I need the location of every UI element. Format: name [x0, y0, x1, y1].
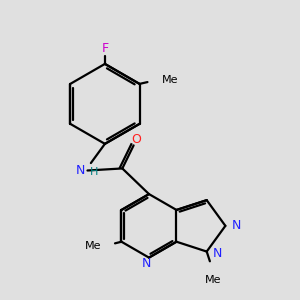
Text: Me: Me	[85, 241, 101, 251]
Text: N: N	[76, 164, 86, 177]
Text: F: F	[101, 42, 109, 55]
Text: Me: Me	[162, 75, 178, 85]
Text: N: N	[232, 219, 241, 232]
Text: O: O	[131, 133, 141, 146]
Text: H: H	[90, 167, 98, 176]
Text: N: N	[213, 247, 222, 260]
Text: N: N	[142, 257, 152, 270]
Text: Me: Me	[205, 274, 222, 285]
